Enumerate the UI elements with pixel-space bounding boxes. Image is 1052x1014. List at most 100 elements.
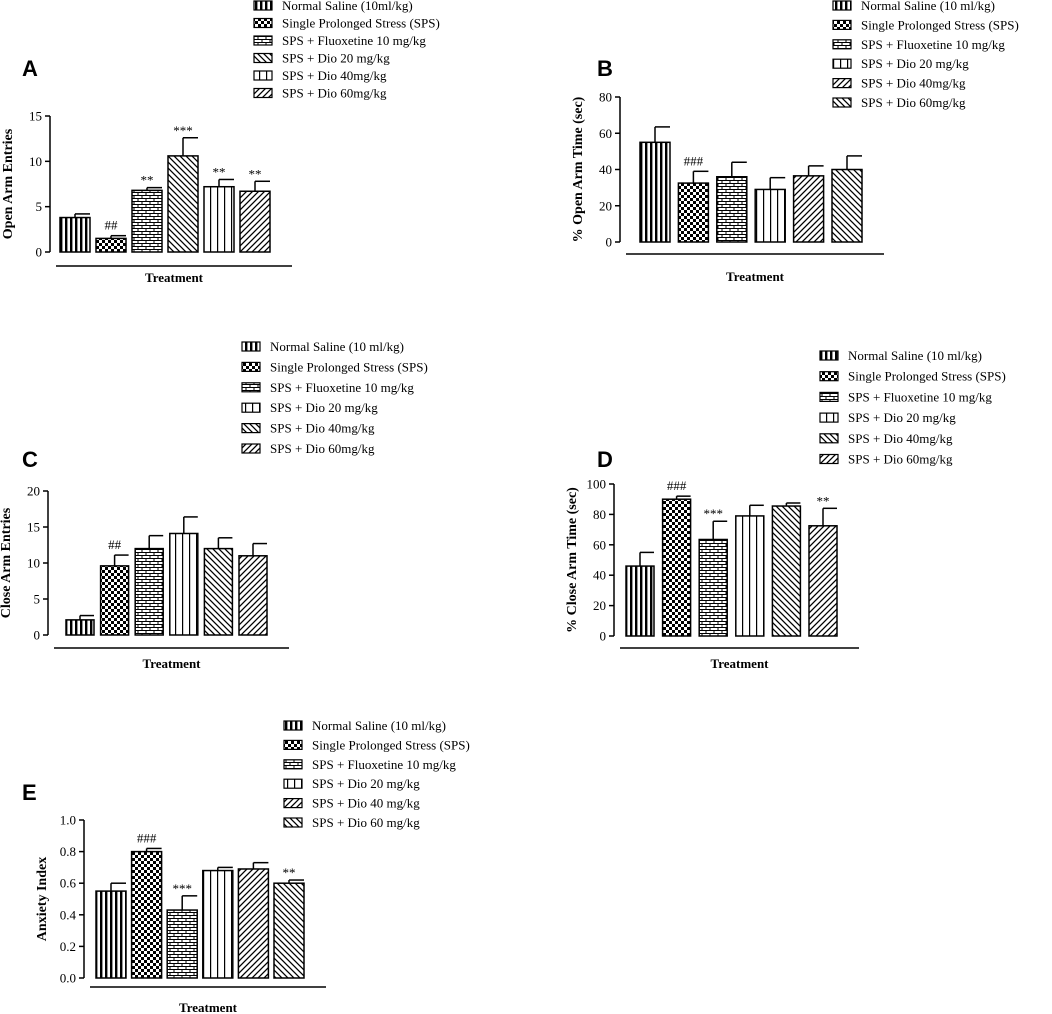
significance-label: ** bbox=[141, 173, 154, 188]
legend-swatch bbox=[253, 0, 273, 11]
legend-swatch bbox=[832, 77, 852, 89]
y-tick-label: 80 bbox=[599, 90, 612, 105]
legend-entry: Normal Saline (10 ml/kg) bbox=[270, 339, 404, 354]
y-tick-label: 0.6 bbox=[60, 876, 77, 891]
legend-swatch bbox=[283, 739, 303, 751]
legend-entry: SPS + Dio 60 mg/kg bbox=[312, 815, 420, 830]
legend-swatch bbox=[832, 39, 852, 50]
y-axis-label: Anxiety Index bbox=[35, 857, 50, 941]
bar bbox=[754, 188, 786, 243]
bar bbox=[237, 868, 270, 979]
y-axis-label: Close Arm Entries bbox=[0, 507, 14, 618]
panel-c: C 0 5 10 15 20 Close Arm Entries ## Treatment Nor… bbox=[0, 339, 428, 671]
bar bbox=[238, 555, 268, 636]
bar bbox=[166, 909, 198, 979]
bar bbox=[203, 547, 234, 636]
legend-entry: SPS + Fluoxetine 10 mg/kg bbox=[861, 37, 1005, 52]
bar bbox=[716, 176, 748, 243]
legend-swatch bbox=[819, 391, 839, 402]
y-tick-label: 5 bbox=[36, 199, 43, 214]
legend-swatch bbox=[832, 19, 852, 30]
legend-entry: SPS + Dio 40mg/kg bbox=[270, 421, 375, 436]
legend: Normal Saline (10 ml/kg) Single Prolonged… bbox=[283, 718, 470, 830]
panel-letter: E bbox=[22, 780, 37, 805]
bar bbox=[677, 182, 710, 243]
bar bbox=[169, 532, 199, 636]
legend-entry: Normal Saline (10 ml/kg) bbox=[848, 348, 982, 363]
legend-entry: Normal Saline (10ml/kg) bbox=[282, 0, 413, 13]
legend-swatch bbox=[253, 35, 273, 46]
significance-label: ## bbox=[105, 218, 119, 233]
legend-entry: SPS + Fluoxetine 10 mg/kg bbox=[312, 757, 456, 772]
legend-swatch bbox=[283, 759, 303, 770]
legend: Normal Saline (10 ml/kg) Single Prolonged… bbox=[241, 339, 428, 456]
y-tick-label: 60 bbox=[593, 537, 606, 552]
legend-swatch bbox=[819, 350, 839, 361]
y-tick-label: 0 bbox=[34, 628, 41, 643]
x-axis-label: Treatment bbox=[143, 656, 202, 671]
legend: Normal Saline (10 ml/kg) Single Prolonged… bbox=[819, 348, 1006, 467]
y-tick-label: 0 bbox=[606, 235, 613, 250]
bar bbox=[203, 185, 235, 253]
legend-swatch bbox=[819, 371, 839, 382]
legend-entry: SPS + Fluoxetine 10 mg/kg bbox=[282, 33, 426, 48]
legend-entry: SPS + Dio 20 mg/kg bbox=[270, 400, 378, 415]
y-tick-label: 0 bbox=[600, 629, 607, 644]
y-tick-label: 10 bbox=[29, 154, 42, 169]
legend-swatch bbox=[241, 423, 261, 434]
y-tick-label: 20 bbox=[593, 598, 606, 613]
y-tick-label: 15 bbox=[29, 109, 42, 124]
legend-entry: SPS + Dio 20 mg/kg bbox=[861, 56, 969, 71]
significance-label: ** bbox=[817, 493, 830, 508]
bar bbox=[134, 547, 164, 636]
legend-entry: Single Prolonged Stress (SPS) bbox=[861, 17, 1019, 32]
legend-entry: SPS + Dio 40mg/kg bbox=[848, 431, 953, 446]
x-axis-label: Treatment bbox=[145, 270, 204, 285]
y-tick-label: 5 bbox=[34, 592, 41, 607]
significance-label: ### bbox=[667, 478, 687, 493]
panel-letter: C bbox=[22, 447, 38, 472]
legend-entry: Single Prolonged Stress (SPS) bbox=[312, 737, 470, 752]
significance-label: ** bbox=[283, 865, 296, 880]
legend-entry: Normal Saline (10 ml/kg) bbox=[312, 718, 446, 733]
legend-swatch bbox=[241, 361, 261, 372]
legend-entry: SPS + Dio 60mg/kg bbox=[861, 95, 966, 110]
panel-letter: A bbox=[22, 56, 38, 81]
bar bbox=[771, 505, 802, 637]
legend: Normal Saline (10 ml/kg) Single Prolonged… bbox=[832, 0, 1019, 110]
legend-swatch bbox=[253, 17, 273, 29]
y-tick-label: 100 bbox=[587, 477, 607, 492]
y-axis-label: Open Arm Entries bbox=[1, 128, 16, 239]
panel-letter: D bbox=[597, 447, 613, 472]
legend-swatch bbox=[241, 341, 261, 352]
legend-swatch bbox=[819, 453, 839, 465]
legend-entry: SPS + Dio 20 mg/kg bbox=[848, 410, 956, 425]
bar bbox=[130, 850, 163, 979]
legend-swatch bbox=[832, 58, 852, 69]
significance-label: ** bbox=[249, 166, 262, 181]
bar bbox=[239, 190, 271, 253]
y-tick-label: 15 bbox=[27, 520, 40, 535]
y-tick-label: 0 bbox=[36, 245, 43, 260]
significance-label: *** bbox=[172, 881, 192, 896]
y-tick-label: 20 bbox=[27, 484, 40, 499]
y-tick-label: 0.4 bbox=[60, 907, 77, 922]
bar bbox=[273, 882, 305, 979]
bar bbox=[131, 189, 163, 253]
y-axis-label: % Close Arm Time (sec) bbox=[565, 487, 580, 633]
legend-entry: SPS + Dio 20 mg/kg bbox=[282, 51, 390, 66]
bar bbox=[167, 155, 199, 253]
legend-swatch bbox=[832, 0, 852, 11]
panel-b: B 0 20 40 60 80 % Open Arm Time (sec) ### Treatm… bbox=[571, 0, 1019, 284]
legend-entry: Single Prolonged Stress (SPS) bbox=[270, 359, 428, 374]
legend-swatch bbox=[283, 778, 303, 789]
legend-swatch bbox=[253, 52, 273, 64]
legend-swatch bbox=[819, 433, 839, 444]
legend-swatch bbox=[283, 817, 303, 828]
legend-entry: Normal Saline (10 ml/kg) bbox=[861, 0, 995, 13]
panel-letter: B bbox=[597, 56, 613, 81]
legend-swatch bbox=[283, 797, 303, 809]
